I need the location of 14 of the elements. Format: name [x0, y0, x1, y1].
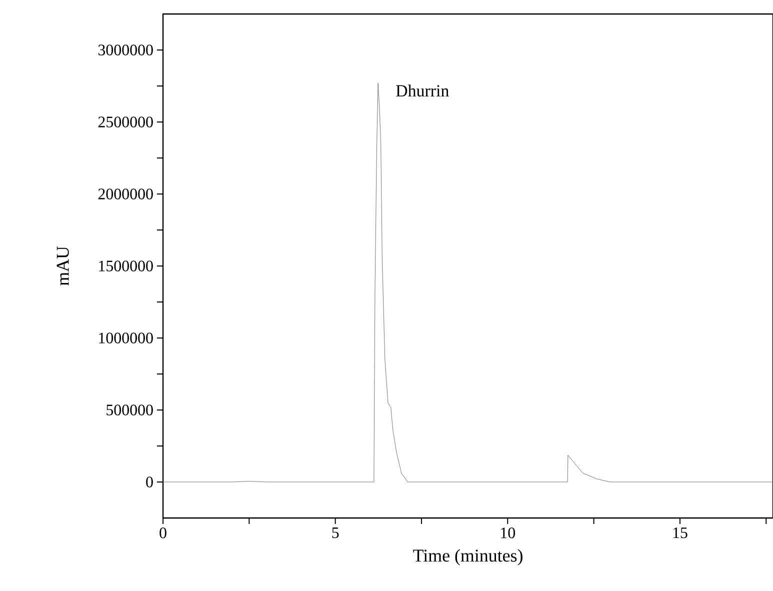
y-axis-title: mAU: [56, 246, 69, 286]
y-tick-label: 2500000: [98, 116, 153, 128]
y-tick-label: 1000000: [99, 332, 153, 344]
annotation: Dhurrin: [396, 84, 449, 97]
x-tick-label: 15: [673, 528, 688, 538]
x-tick-label: 0: [160, 528, 166, 538]
x-tick-label: 5: [332, 528, 339, 538]
y-tick-label: 1500000: [99, 260, 153, 272]
y-tick-label: 0: [146, 476, 153, 488]
y-tick-label: 2000000: [98, 188, 153, 200]
y-tick-label: 3000000: [98, 44, 153, 56]
x-axis-title: Time (minutes): [413, 549, 522, 566]
x-tick-label: 10: [501, 528, 515, 538]
y-tick-label: 500000: [106, 404, 153, 416]
